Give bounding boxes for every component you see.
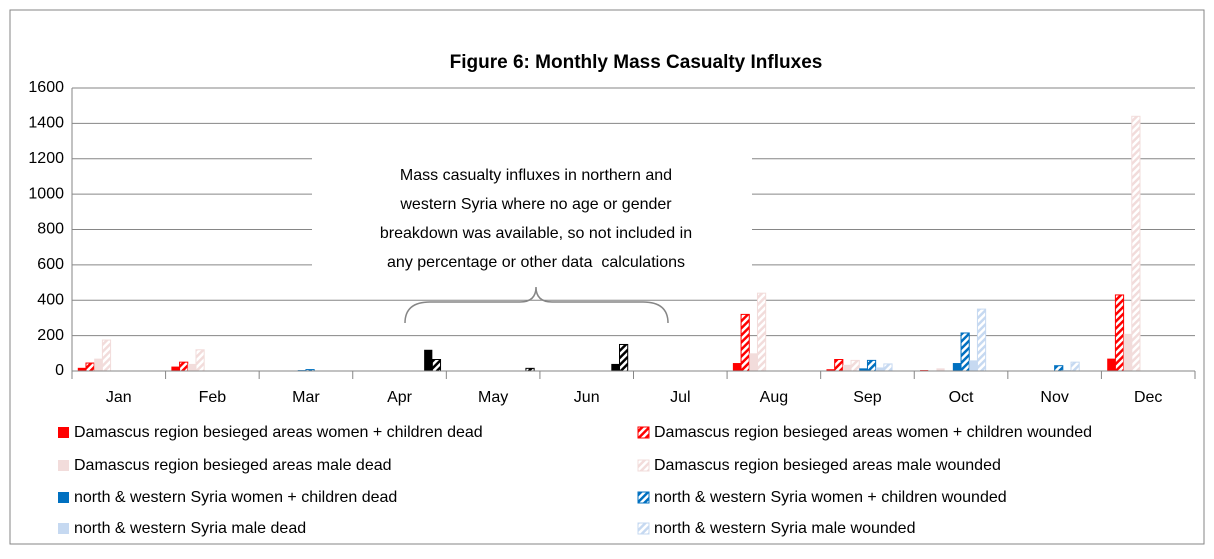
bar xyxy=(960,332,970,372)
bar xyxy=(732,363,742,371)
bar xyxy=(834,359,844,372)
legend-label: north & western Syria male wounded xyxy=(654,520,915,537)
bar xyxy=(1131,115,1141,372)
y-tick-label: 800 xyxy=(37,221,64,238)
bar xyxy=(859,368,868,371)
annotation-bg xyxy=(312,150,752,272)
x-tick-label: Mar xyxy=(292,389,320,406)
legend-swatch xyxy=(637,522,650,535)
x-tick-label: Oct xyxy=(949,389,974,406)
legend-label: Damascus region besieged areas male woun… xyxy=(654,457,1001,474)
y-tick-label: 1400 xyxy=(28,115,64,132)
y-tick-label: 200 xyxy=(37,327,64,344)
bar xyxy=(740,313,750,372)
legend-label: Damascus region besieged areas women + c… xyxy=(74,424,483,441)
bar xyxy=(756,292,767,372)
bar xyxy=(749,353,758,371)
bar xyxy=(1054,365,1064,372)
x-tick-label: Jun xyxy=(574,389,600,406)
bar xyxy=(619,343,629,372)
legend-label: north & western Syria women + children d… xyxy=(74,489,397,506)
legend-swatch xyxy=(58,523,69,534)
x-tick-label: Aug xyxy=(760,389,788,406)
y-tick-label: 600 xyxy=(37,256,64,273)
frame xyxy=(9,9,1205,545)
bar xyxy=(866,359,877,372)
bar xyxy=(431,359,442,372)
chart-title: Figure 6: Monthly Mass Casualty Influxes xyxy=(450,52,823,73)
bar xyxy=(826,369,835,371)
bar xyxy=(187,363,196,371)
y-tick-label: 1200 xyxy=(28,150,64,167)
bar xyxy=(611,363,620,371)
x-tick-label: May xyxy=(478,389,508,406)
bar xyxy=(1114,294,1125,372)
y-tick-label: 400 xyxy=(37,291,64,308)
legend-label: Damascus region besieged areas women + c… xyxy=(654,424,1092,441)
x-tick-label: Nov xyxy=(1040,389,1068,406)
bar xyxy=(969,360,978,371)
bar xyxy=(195,349,205,372)
bracket xyxy=(404,286,669,324)
y-tick-label: 0 xyxy=(55,362,64,379)
bar xyxy=(94,358,103,371)
legend-label: north & western Syria women + children w… xyxy=(654,489,1007,506)
legend-swatch xyxy=(637,426,650,439)
bar xyxy=(171,366,180,371)
x-tick-label: Feb xyxy=(199,389,227,406)
bar xyxy=(424,349,433,371)
x-tick-label: Jan xyxy=(106,389,132,406)
bar xyxy=(842,364,852,371)
bar xyxy=(179,361,189,372)
legend-label: Damascus region besieged areas male dead xyxy=(74,457,392,474)
bar xyxy=(976,308,987,372)
legend-swatch xyxy=(58,460,69,471)
bar xyxy=(77,367,86,371)
legend-swatch xyxy=(58,492,69,503)
bar xyxy=(850,359,860,372)
legend-swatch xyxy=(637,491,650,504)
bar xyxy=(936,368,945,371)
bar xyxy=(952,363,962,371)
bar xyxy=(875,367,884,371)
x-tick-label: Dec xyxy=(1134,389,1162,406)
legend-swatch xyxy=(637,459,650,472)
bar xyxy=(883,363,893,372)
x-tick-label: Jul xyxy=(670,389,690,406)
y-tick-label: 1000 xyxy=(28,185,64,202)
annotation: Mass casualty influxes in northern and xyxy=(400,167,672,184)
y-tick-label: 1600 xyxy=(28,79,64,96)
bar xyxy=(1107,358,1116,371)
bar xyxy=(101,339,112,372)
legend-swatch xyxy=(58,427,69,438)
annotation: western Syria where no age or gender xyxy=(399,196,672,213)
x-tick-label: Apr xyxy=(387,389,413,406)
annotation: any percentage or other data calculation… xyxy=(387,254,685,271)
bar xyxy=(1070,361,1080,372)
legend-label: north & western Syria male dead xyxy=(74,520,306,537)
bar xyxy=(1123,333,1132,371)
annotation: breakdown was available, so not included… xyxy=(380,225,692,242)
x-tick-label: Sep xyxy=(853,389,882,406)
bar xyxy=(85,362,95,372)
